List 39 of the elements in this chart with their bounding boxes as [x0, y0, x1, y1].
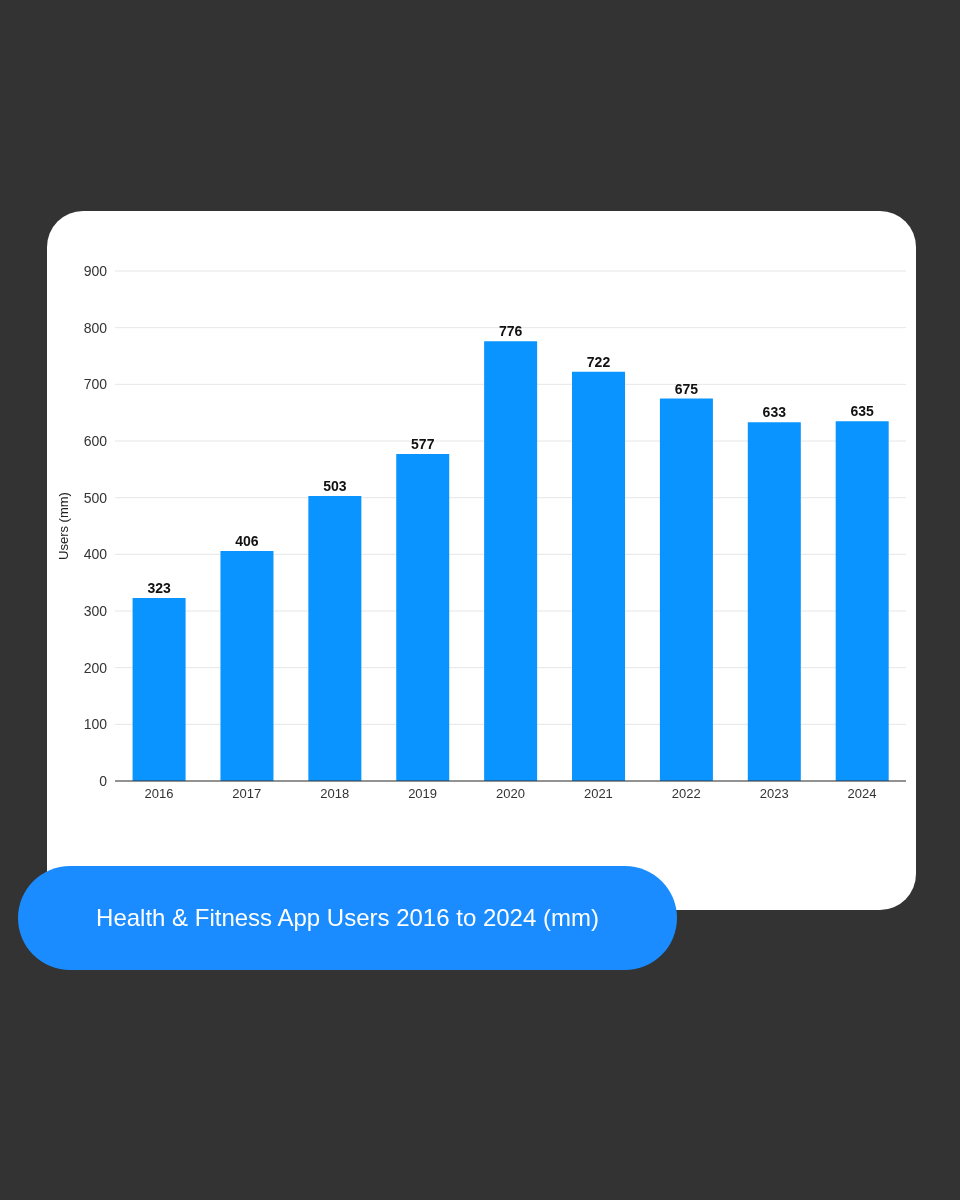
- y-axis-title: Users (mm): [55, 492, 71, 560]
- bar: [220, 550, 274, 781]
- bar: [396, 454, 450, 781]
- y-tick-label: 200: [83, 659, 108, 676]
- x-tick-label: 2017: [232, 786, 262, 802]
- x-tick-label: 2024: [847, 786, 877, 802]
- y-tick-label: 600: [83, 432, 108, 449]
- data-label: 406: [235, 532, 259, 549]
- x-tick-label: 2021: [583, 786, 613, 802]
- data-label: 633: [762, 404, 787, 421]
- y-tick-label: 400: [83, 546, 108, 563]
- bar: [835, 421, 889, 781]
- x-tick-label: 2023: [759, 786, 789, 802]
- bar: [747, 422, 801, 781]
- data-label: 722: [586, 353, 611, 370]
- data-label: 577: [411, 436, 435, 453]
- data-label: 323: [147, 579, 171, 596]
- bar: [659, 398, 713, 781]
- data-label: 675: [674, 380, 699, 397]
- bar: [132, 597, 186, 781]
- y-tick-label: 700: [83, 376, 108, 393]
- y-tick-label: 100: [83, 716, 108, 733]
- y-tick-label: 900: [83, 262, 108, 279]
- y-tick-label: 0: [99, 772, 108, 789]
- x-tick-label: 2019: [408, 786, 438, 802]
- x-tick-label: 2016: [144, 786, 174, 802]
- x-tick-label: 2022: [671, 786, 701, 802]
- bar: [308, 495, 362, 781]
- y-tick-label: 500: [83, 489, 108, 506]
- y-tick-label: 300: [83, 602, 108, 619]
- x-tick-label: 2018: [320, 786, 350, 802]
- text: Health & Fitness App Users 2016 to 2024 (mm): [18, 866, 677, 970]
- x-tick-label: 2020: [496, 786, 525, 802]
- y-tick-label: 800: [83, 319, 108, 336]
- data-label: 635: [850, 403, 875, 420]
- bar: [484, 341, 538, 781]
- bar: [572, 371, 626, 781]
- data-label: 503: [323, 477, 347, 494]
- data-label: 776: [498, 323, 523, 340]
